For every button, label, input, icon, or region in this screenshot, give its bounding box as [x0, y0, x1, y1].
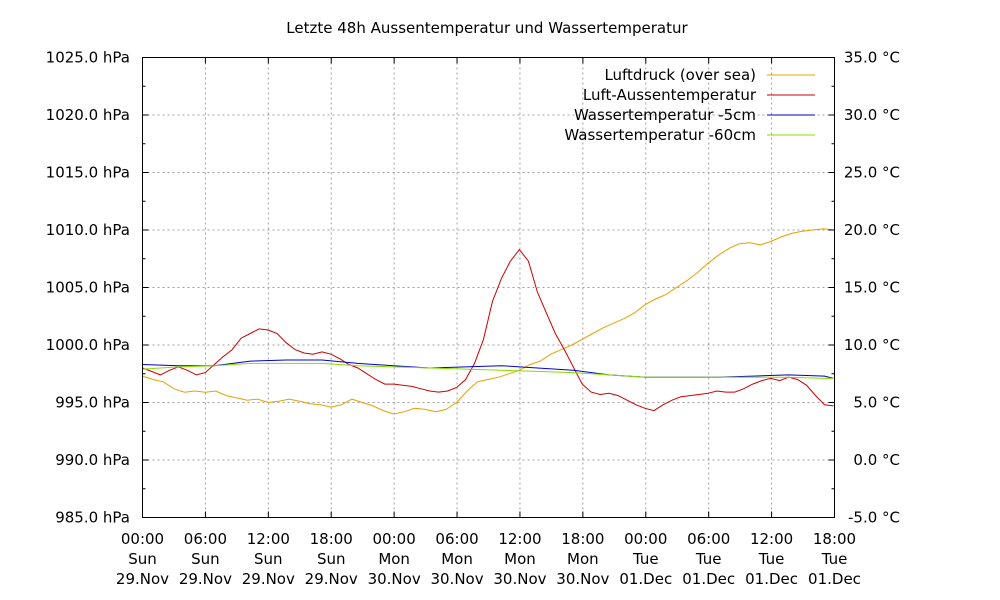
x-tick-date: 30.Nov	[368, 570, 421, 588]
right-tick-label: 0.0 °C	[853, 451, 900, 469]
x-tick-date: 01.Dec	[808, 570, 861, 588]
x-tick-date: 29.Nov	[116, 570, 169, 588]
right-axis: -5.0 °C 0.0 °C 5.0 °C 10.0 °C 15.0 °C 20.0 °C…	[828, 49, 900, 527]
x-tick-day: Sun	[191, 550, 220, 568]
x-tick-time: 18:00	[310, 530, 353, 548]
x-tick-day: Sun	[317, 550, 346, 568]
series-line-luft-aussentemperatur	[142, 248, 834, 412]
x-tick-date: 30.Nov	[556, 570, 609, 588]
x-tick-time: 12:00	[498, 530, 541, 548]
x-tick-time: 06:00	[184, 530, 227, 548]
right-tick-label: -5.0 °C	[848, 509, 900, 527]
right-tick-label: 5.0 °C	[853, 394, 900, 412]
x-tick-time: 12:00	[247, 530, 290, 548]
legend-label: Wassertemperatur -5cm	[574, 106, 756, 124]
left-axis: 985.0 hPa 990.0 hPa 995.0 hPa 1000.0 hPa 100…	[46, 49, 149, 527]
series-line-wassertemperatur-5cm	[142, 359, 834, 379]
x-tick-date: 30.Nov	[493, 570, 546, 588]
x-tick-day: Tue	[632, 550, 659, 568]
x-tick-time: 18:00	[561, 530, 604, 548]
right-tick-label: 10.0 °C	[844, 336, 900, 354]
x-tick-time: 00:00	[373, 530, 416, 548]
right-tick-label: 20.0 °C	[844, 221, 900, 239]
left-tick-label: 1010.0 hPa	[46, 221, 130, 239]
x-tick-day: Mon	[441, 550, 473, 568]
x-tick-time: 18:00	[813, 530, 856, 548]
left-tick-label: 1005.0 hPa	[46, 279, 130, 297]
chart-title: Letzte 48h Aussentemperatur und Wasserte…	[286, 19, 688, 37]
x-tick-date: 29.Nov	[305, 570, 358, 588]
x-tick-date: 30.Nov	[430, 570, 483, 588]
x-tick-day: Tue	[821, 550, 848, 568]
x-tick-day: Sun	[254, 550, 283, 568]
left-tick-label: 1000.0 hPa	[46, 336, 130, 354]
x-tick-date: 29.Nov	[242, 570, 295, 588]
right-tick-label: 15.0 °C	[844, 279, 900, 297]
right-tick-label: 35.0 °C	[844, 49, 900, 67]
left-tick-label: 985.0 hPa	[55, 509, 130, 527]
legend-label: Luft-Aussentemperatur	[583, 86, 757, 104]
x-axis: 00:00 Sun 29.Nov 06:00 Sun 29.Nov 12:00 Sun 29.N…	[116, 57, 861, 588]
x-tick-time: 06:00	[687, 530, 730, 548]
x-tick-day: Mon	[504, 550, 536, 568]
legend: Luftdruck (over sea) Luft-Aussentemperatu…	[564, 66, 815, 144]
series-line-luftdruck-over-sea-	[142, 228, 834, 415]
left-tick-label: 1015.0 hPa	[46, 164, 130, 182]
x-tick-date: 01.Dec	[682, 570, 735, 588]
x-tick-time: 06:00	[435, 530, 478, 548]
x-tick-time: 12:00	[750, 530, 793, 548]
left-tick-label: 1025.0 hPa	[46, 49, 130, 67]
legend-label: Luftdruck (over sea)	[604, 66, 756, 84]
left-tick-label: 995.0 hPa	[55, 394, 130, 412]
x-tick-day: Mon	[567, 550, 599, 568]
right-tick-label: 30.0 °C	[844, 106, 900, 124]
x-tick-day: Tue	[758, 550, 785, 568]
series-layer	[142, 228, 834, 415]
x-tick-day: Sun	[128, 550, 157, 568]
legend-label: Wassertemperatur -60cm	[564, 126, 756, 144]
x-tick-time: 00:00	[624, 530, 667, 548]
x-tick-day: Tue	[695, 550, 722, 568]
x-tick-day: Mon	[378, 550, 410, 568]
right-tick-label: 25.0 °C	[844, 164, 900, 182]
x-tick-date: 29.Nov	[179, 570, 232, 588]
x-tick-time: 00:00	[121, 530, 164, 548]
left-tick-label: 990.0 hPa	[55, 451, 130, 469]
x-tick-date: 01.Dec	[745, 570, 798, 588]
series-line-wassertemperatur-60cm	[142, 362, 834, 379]
x-tick-date: 01.Dec	[619, 570, 672, 588]
left-tick-label: 1020.0 hPa	[46, 106, 130, 124]
